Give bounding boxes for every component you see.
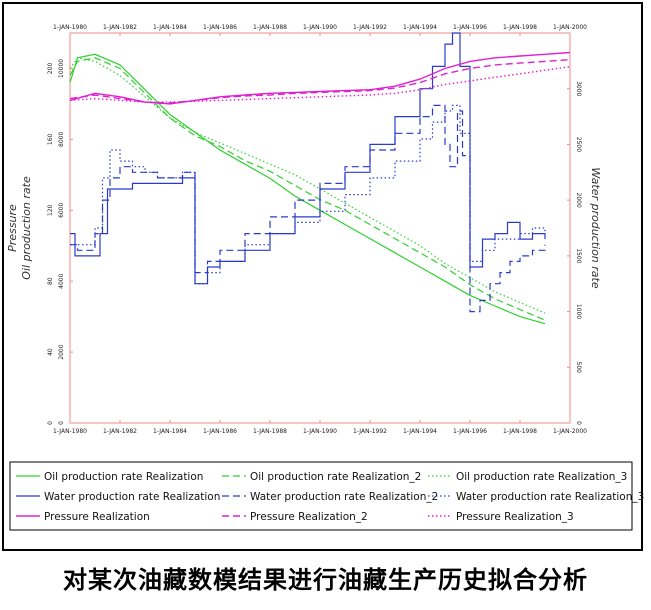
x-tick-label-top-10: 1-JAN-2000 bbox=[553, 24, 587, 31]
x-tick-label-bottom-10: 1-JAN-2000 bbox=[553, 428, 587, 435]
legend-label-oil-production-rate-realization-2: Oil production rate Realization_2 bbox=[250, 471, 421, 483]
legend-label-pressure-realization: Pressure Realization bbox=[44, 511, 150, 523]
production-history-chart: 1-JAN-1980 1-JAN-1980 1-JAN-1982 1-JAN-1982… bbox=[6, 24, 644, 531]
x-tick-label-bottom-3: 1-JAN-1986 bbox=[203, 428, 237, 435]
oil-tick-label-1: 2000 bbox=[58, 344, 65, 359]
pressure-axis-title: Pressure bbox=[6, 204, 19, 252]
legend-label-oil-production-rate-realization-3: Oil production rate Realization_3 bbox=[456, 471, 627, 483]
oil-tick-label-5: 10000 bbox=[58, 59, 65, 78]
series-line-oil-production-rate-realization bbox=[69, 53, 546, 325]
x-tick-label-top-9: 1-JAN-1998 bbox=[503, 24, 537, 31]
legend-label-pressure-realization-3: Pressure Realization_3 bbox=[456, 511, 574, 523]
water-tick-label-5: 2500 bbox=[575, 137, 582, 152]
x-tick-label-top-7: 1-JAN-1994 bbox=[403, 24, 437, 31]
series-line-pressure-realization bbox=[69, 51, 571, 105]
pressure-tick-label-3: 120 bbox=[47, 204, 54, 216]
legend-box bbox=[9, 461, 633, 531]
oil-tick-label-3: 6000 bbox=[58, 202, 65, 217]
oil-axis-title: Oil production rate bbox=[20, 176, 33, 280]
pressure-tick-label-5: 200 bbox=[47, 63, 54, 75]
x-tick-label-bottom-5: 1-JAN-1990 bbox=[303, 428, 337, 435]
water-tick-label-4: 2000 bbox=[575, 193, 582, 208]
series-layer bbox=[69, 32, 571, 325]
x-tick-label-bottom-2: 1-JAN-1984 bbox=[153, 428, 187, 435]
water-tick-label-2: 1000 bbox=[575, 304, 582, 319]
legend-label-water-production-rate-realization-2: Water production rate Realization_2 bbox=[250, 491, 438, 503]
water-tick-label-0: 0 bbox=[575, 421, 582, 425]
x-tick-label-top-0: 1-JAN-1980 bbox=[53, 24, 87, 31]
x-tick-label-bottom-0: 1-JAN-1980 bbox=[53, 428, 87, 435]
oil-tick-label-4: 8000 bbox=[58, 132, 65, 147]
water-tick-label-6: 3000 bbox=[575, 81, 582, 96]
x-tick-label-top-5: 1-JAN-1990 bbox=[303, 24, 337, 31]
x-tick-label-bottom-8: 1-JAN-1996 bbox=[453, 428, 487, 435]
series-line-oil-production-rate-realization-3 bbox=[69, 57, 546, 314]
x-tick-label-top-2: 1-JAN-1984 bbox=[153, 24, 187, 31]
tick-layer: 1-JAN-1980 1-JAN-1980 1-JAN-1982 1-JAN-1982… bbox=[47, 24, 587, 435]
oil-tick-label-0: 0 bbox=[58, 421, 65, 425]
x-tick-label-bottom-9: 1-JAN-1998 bbox=[503, 428, 537, 435]
water-tick-label-3: 1500 bbox=[575, 248, 582, 263]
x-tick-label-bottom-7: 1-JAN-1994 bbox=[403, 428, 437, 435]
axis-titles: Pressure Oil production rate Water product… bbox=[6, 167, 602, 288]
x-tick-label-top-1: 1-JAN-1982 bbox=[103, 24, 137, 31]
series-line-oil-production-rate-realization-2 bbox=[69, 57, 546, 321]
figure-caption: 对某次油藏数模结果进行油藏生产历史拟合分析 bbox=[63, 566, 588, 594]
x-tick-label-top-4: 1-JAN-1988 bbox=[253, 24, 287, 31]
pressure-tick-label-0: 0 bbox=[47, 421, 54, 425]
x-tick-label-top-8: 1-JAN-1996 bbox=[453, 24, 487, 31]
legend-label-water-production-rate-realization: Water production rate Realization bbox=[44, 491, 220, 503]
legend-label-water-production-rate-realization-3: Water production rate Realization_3 bbox=[456, 491, 644, 503]
x-tick-label-bottom-1: 1-JAN-1982 bbox=[103, 428, 137, 435]
water-axis-title: Water production rate bbox=[589, 167, 602, 288]
pressure-tick-label-2: 80 bbox=[47, 277, 54, 285]
series-line-pressure-realization-2 bbox=[69, 58, 571, 104]
x-tick-label-top-3: 1-JAN-1986 bbox=[203, 24, 237, 31]
x-tick-label-bottom-6: 1-JAN-1992 bbox=[353, 428, 387, 435]
water-tick-label-1: 500 bbox=[575, 362, 582, 374]
x-tick-label-top-6: 1-JAN-1992 bbox=[353, 24, 387, 31]
oil-tick-label-2: 4000 bbox=[58, 273, 65, 288]
legend: Oil production rate Realization Oil produ… bbox=[9, 461, 644, 531]
pressure-tick-label-1: 40 bbox=[47, 348, 54, 356]
legend-label-oil-production-rate-realization: Oil production rate Realization bbox=[44, 471, 203, 483]
legend-label-pressure-realization-2: Pressure Realization_2 bbox=[250, 511, 368, 523]
pressure-tick-label-4: 160 bbox=[47, 133, 54, 145]
x-tick-label-bottom-4: 1-JAN-1988 bbox=[253, 428, 287, 435]
